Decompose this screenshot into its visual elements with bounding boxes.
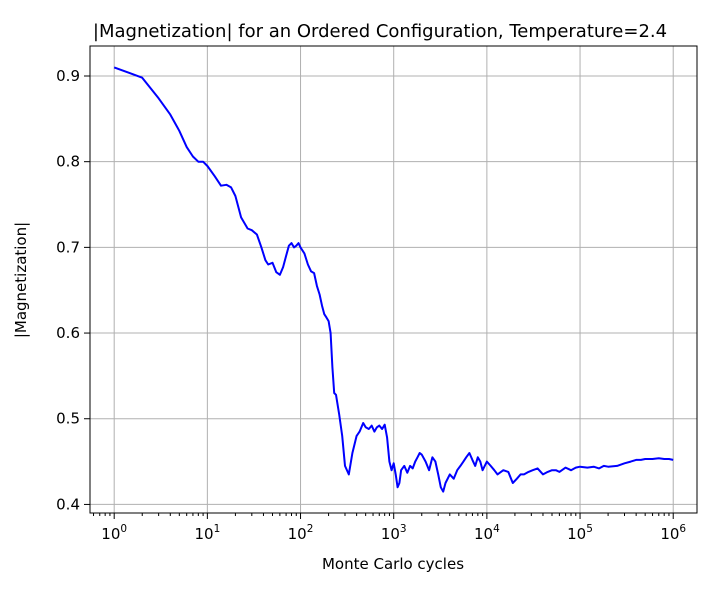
magnetization-series-line [113,66,674,493]
x-tick-label: 106 [660,523,686,543]
ticks-layer [84,75,674,519]
y-tick-label: 0.9 [56,67,80,85]
y-tick-label: 0.4 [56,495,80,513]
y-tick-label: 0.5 [56,410,80,428]
y-tick-label: 0.8 [56,153,80,171]
x-tick-labels: 100 101 102 103 104 105 106 [101,523,686,543]
x-tick-label: 101 [194,523,220,543]
chart-title: |Magnetization| for an Ordered Configura… [93,21,667,42]
y-tick-label: 0.7 [56,238,80,256]
y-axis-label: |Magnetization| [12,222,30,338]
y-tick-label: 0.6 [56,324,80,342]
y-tick-labels: 0.4 0.5 0.6 0.7 0.8 0.9 [56,67,80,513]
x-tick-label: 100 [101,523,127,543]
x-tick-label: 103 [381,523,407,543]
grid-lines [90,46,697,513]
x-tick-label: 104 [474,523,500,543]
series-layer [113,66,674,493]
x-axis-label: Monte Carlo cycles [322,555,464,573]
x-tick-label: 105 [567,523,593,543]
x-tick-label: 102 [288,523,314,543]
